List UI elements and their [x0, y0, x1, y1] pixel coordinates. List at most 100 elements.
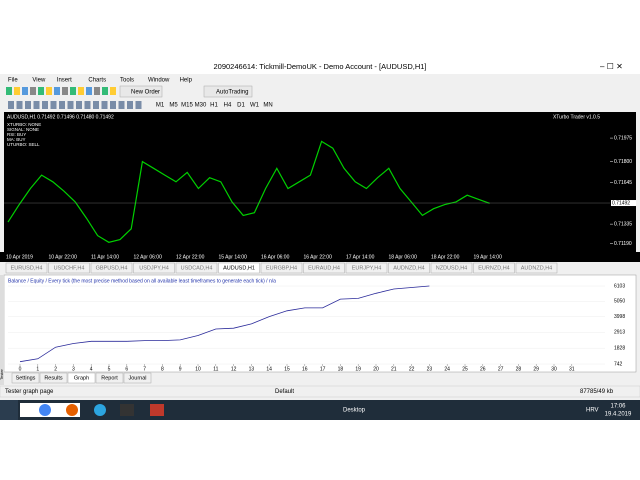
telegram-icon[interactable]	[94, 404, 106, 416]
chart-tab-label: USDJPY,H4	[139, 265, 169, 271]
chart-tab[interactable]	[430, 262, 473, 274]
tool-icon[interactable]	[8, 101, 14, 109]
status-traffic: 87785/49 kb	[580, 389, 614, 395]
graph-x-label: 11	[213, 366, 218, 372]
chart-tab[interactable]	[175, 262, 218, 274]
chart-tab[interactable]	[473, 262, 515, 274]
chart-tab[interactable]	[5, 262, 48, 274]
tool-icon[interactable]	[110, 101, 116, 109]
window-controls[interactable]: – ☐ ✕	[600, 62, 623, 71]
period-button[interactable]: M30	[195, 103, 207, 109]
graph-y-label: 3998	[614, 314, 625, 320]
price-line	[7, 140, 490, 243]
chrome-icon[interactable]	[39, 404, 51, 416]
tool-icon[interactable]	[118, 101, 125, 109]
chart-tab[interactable]	[303, 262, 345, 274]
firefox-icon[interactable]	[66, 404, 78, 416]
period-button[interactable]: H1	[210, 103, 218, 109]
toolbar-icon[interactable]	[38, 87, 44, 95]
toolbar-icon[interactable]	[30, 87, 36, 95]
chart-tab[interactable]	[48, 262, 90, 274]
chart-tab[interactable]	[345, 262, 388, 274]
menu-item[interactable]: Tools	[120, 78, 134, 84]
menu-item[interactable]: Window	[148, 78, 170, 84]
tester-tab[interactable]	[123, 372, 152, 384]
tester-tab[interactable]	[11, 372, 40, 384]
app-icon[interactable]	[120, 404, 134, 416]
tool-icon[interactable]	[50, 101, 57, 109]
period-button[interactable]: D1	[237, 103, 245, 109]
tool-icon[interactable]	[25, 101, 31, 109]
tool-icon[interactable]	[67, 101, 74, 109]
menu-item[interactable]: Insert	[57, 78, 72, 84]
tool-icon[interactable]	[16, 101, 23, 109]
price-tick-label: 0.71975	[614, 135, 632, 141]
mt4-icon[interactable]	[150, 404, 164, 416]
graph-x-label: 0	[19, 366, 22, 372]
period-button[interactable]: M15	[181, 103, 193, 109]
toolbar-icon[interactable]	[22, 87, 28, 95]
period-button[interactable]: M5	[169, 103, 178, 109]
current-price-label: 0.71492	[612, 200, 630, 206]
tool-icon[interactable]	[76, 101, 82, 109]
menu-item[interactable]: File	[8, 78, 18, 84]
chart-tab[interactable]	[90, 262, 133, 274]
toolbar-icon[interactable]	[86, 87, 92, 95]
taskbar-date: 19.4.2019	[605, 412, 632, 418]
tool-icon[interactable]	[84, 101, 91, 109]
toolbar-icon[interactable]	[46, 87, 52, 95]
chart-tab[interactable]	[260, 262, 303, 274]
graph-y-label: 1828	[614, 346, 625, 352]
chart-tab[interactable]	[388, 262, 430, 274]
chart-tab[interactable]	[218, 262, 260, 274]
period-button[interactable]: H4	[224, 103, 232, 109]
tester-tab[interactable]	[67, 372, 96, 384]
tool-icon[interactable]	[135, 101, 142, 109]
graph-x-label: 22	[409, 366, 415, 372]
indicator-line: UTURBO: SELL	[7, 142, 40, 147]
price-tick-label: 0.71190	[614, 241, 632, 247]
period-button[interactable]: MN	[263, 103, 272, 109]
time-label: 18 Apr 06:00	[389, 254, 418, 260]
graph-x-label: 9	[179, 366, 182, 372]
chart-tab-label: EURUSD,H4	[11, 265, 43, 271]
tool-icon[interactable]	[101, 101, 108, 109]
time-label: 19 Apr 14:00	[474, 254, 503, 260]
menu-item[interactable]: Help	[180, 78, 193, 84]
period-button[interactable]: W1	[250, 103, 260, 109]
tool-icon[interactable]	[93, 101, 99, 109]
indicator-line: SIGNAL: NONE	[7, 127, 39, 132]
tool-icon[interactable]	[33, 101, 40, 109]
price-tick-label: 0.71335	[614, 221, 632, 227]
tester-tab[interactable]	[39, 372, 68, 384]
tester-side-label: Tester	[0, 368, 4, 380]
toolbar-icon[interactable]	[14, 87, 20, 95]
toolbar-icon[interactable]	[54, 87, 60, 95]
chart-tab[interactable]	[133, 262, 175, 274]
toolbar-icon[interactable]	[70, 87, 76, 95]
toolbar-icon[interactable]	[6, 87, 12, 95]
auto-trading-button[interactable]	[203, 85, 253, 98]
toolbar-icon[interactable]	[78, 87, 84, 95]
tool-icon[interactable]	[127, 101, 133, 109]
menu-item[interactable]: Charts	[88, 78, 106, 84]
period-button[interactable]: M1	[156, 103, 165, 109]
toolbar-icon[interactable]	[62, 87, 68, 95]
tool-icon[interactable]	[42, 101, 48, 109]
graph-x-label: 26	[480, 366, 486, 372]
chart-header: AUDUSD,H1 0.71492 0.71496 0.71480 0.7149…	[7, 114, 114, 120]
toolbar-icon[interactable]	[110, 87, 116, 95]
menu-item[interactable]: View	[32, 78, 46, 84]
graph-x-label: 30	[551, 366, 557, 372]
start-button[interactable]	[0, 400, 18, 420]
price-tick-label: 0.71800	[614, 159, 632, 165]
taskbar-desktop[interactable]: Desktop	[343, 408, 366, 414]
tester-tab[interactable]	[95, 372, 124, 384]
indicator-line: RSI: BUY	[7, 132, 26, 137]
tool-icon[interactable]	[59, 101, 65, 109]
toolbar-icon[interactable]	[94, 87, 100, 95]
chart-tab-label: GBPUSD,H4	[96, 265, 128, 271]
chart-tab[interactable]	[515, 262, 558, 274]
new-order-button[interactable]	[119, 85, 163, 98]
toolbar-icon[interactable]	[102, 87, 108, 95]
